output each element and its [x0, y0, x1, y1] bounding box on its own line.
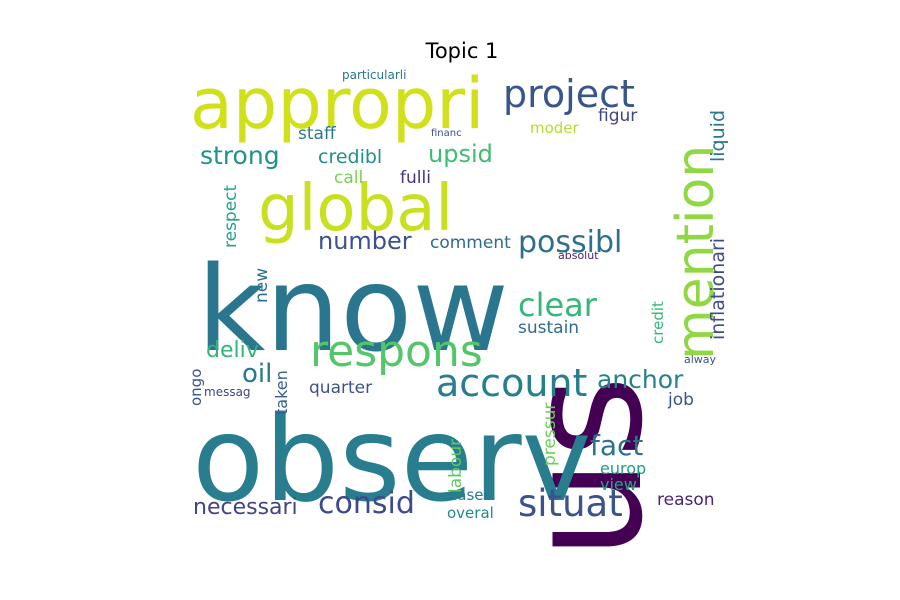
word-number: number: [318, 227, 412, 255]
word-view: view: [600, 475, 637, 494]
word-absolut: absolut: [558, 249, 599, 262]
word-new: new: [252, 268, 272, 303]
word-job: job: [667, 390, 694, 410]
word-clear: clear: [518, 286, 598, 324]
word-possibl: possibl: [518, 225, 622, 260]
word-case: case: [449, 486, 483, 504]
word-us: us: [491, 375, 678, 560]
word-call: call: [334, 168, 363, 188]
word-labour: labour: [446, 439, 466, 493]
word-anchor: anchor: [597, 365, 684, 394]
word-necessari: necessari: [193, 495, 298, 520]
word-overal: overal: [447, 504, 494, 522]
word-liquid: liquid: [707, 110, 729, 162]
chart-title: Topic 1: [425, 39, 499, 63]
word-fulli: fulli: [400, 168, 431, 188]
word-project: project: [503, 72, 635, 116]
word-reason: reason: [657, 490, 715, 510]
word-account: account: [436, 361, 587, 405]
word-upsid: upsid: [428, 140, 493, 168]
word-inflationari: inflationari: [707, 238, 729, 340]
word-alway: alway: [684, 353, 717, 366]
word-credibl: credibl: [318, 146, 382, 168]
word-observ: observ: [192, 390, 592, 528]
word-know: know: [197, 240, 509, 378]
word-sustain: sustain: [518, 318, 579, 338]
word-europ: europ: [600, 459, 646, 478]
word-financ: financ: [431, 128, 462, 139]
word-strong: strong: [200, 141, 280, 170]
word-appropri: appropri: [190, 63, 485, 145]
word-fact: fact: [590, 429, 643, 462]
word-situat: situat: [518, 482, 623, 525]
word-comment: comment: [430, 233, 511, 253]
word-respect: respect: [221, 184, 241, 248]
word-consid: consid: [318, 486, 415, 521]
word-respons: respons: [310, 326, 483, 377]
word-oil: oil: [242, 359, 272, 389]
word-ongo: ongo: [187, 369, 205, 406]
word-particularli: particularli: [342, 68, 406, 82]
word-pressur: pressur: [540, 403, 560, 466]
word-messag: messag: [204, 385, 251, 399]
word-mention: mention: [666, 145, 726, 360]
word-quarter: quarter: [309, 378, 372, 398]
word-taken: taken: [272, 370, 291, 415]
word-figur: figur: [598, 106, 637, 126]
word-staff: staff: [298, 124, 337, 144]
word-credit: credit: [649, 301, 667, 344]
word-moder: moder: [530, 119, 580, 137]
word-global: global: [258, 172, 453, 246]
word-deliv: deliv: [206, 338, 259, 363]
